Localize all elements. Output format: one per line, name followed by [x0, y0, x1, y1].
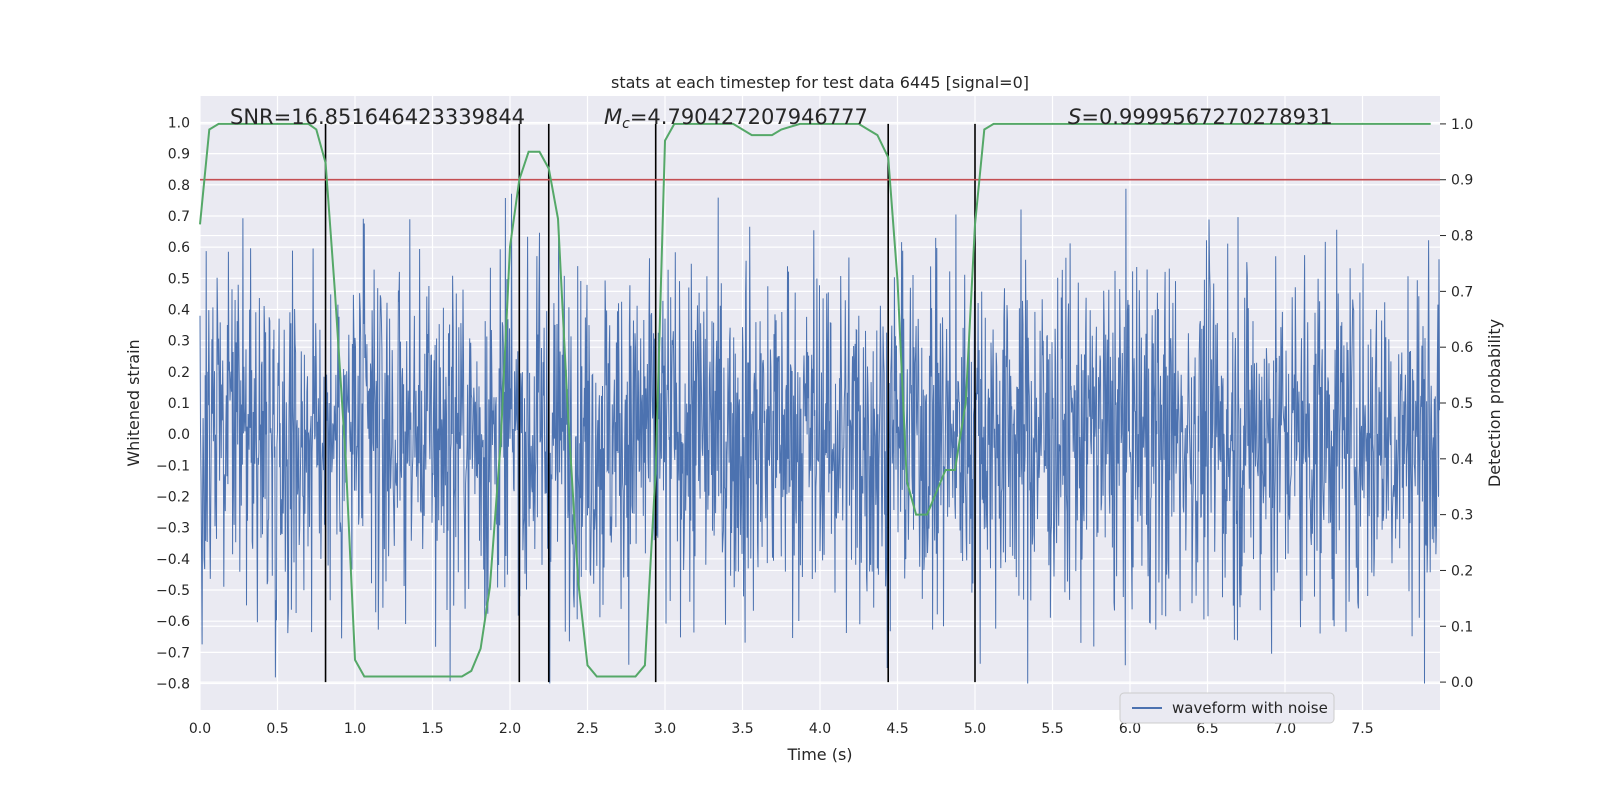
- x-tick-label: 7.0: [1274, 721, 1296, 737]
- chirp-mass-value: =4.790427207946777: [630, 105, 868, 129]
- y-tick-label-left: −0.4: [156, 552, 190, 568]
- y-tick-label-left: −0.6: [156, 614, 190, 630]
- waveform-line: [199, 188, 1440, 684]
- x-tick-label: 5.5: [1041, 721, 1063, 737]
- y-tick-label-right: 0.2: [1451, 563, 1473, 579]
- x-tick-label: 4.0: [809, 721, 831, 737]
- y-left-tick-labels: −0.8 −0.7 −0.6 −0.5 −0.4 −0.3 −0.2 −0.1 0.0 0.1 0.…: [156, 115, 190, 692]
- y-tick-label-left: 0.3: [168, 334, 190, 350]
- x-tick-label: 6.0: [1119, 721, 1141, 737]
- y-right-tick-labels: 0.0 0.1 0.2 0.3 0.4 0.5 0.6 0.7 0.8 0.9 1.0: [1440, 117, 1473, 691]
- chirp-mass-annotation: Mc=4.790427207946777: [604, 105, 868, 132]
- y-tick-label-right: 0.3: [1451, 508, 1473, 524]
- y-axis-label-right: Detection probability: [1485, 319, 1504, 487]
- x-tick-label: 3.0: [654, 721, 676, 737]
- y-tick-label-right: 0.8: [1451, 229, 1473, 245]
- y-tick-label-right: 1.0: [1451, 117, 1473, 133]
- x-tick-label: 1.5: [421, 721, 443, 737]
- x-tick-label: 4.5: [886, 721, 908, 737]
- chirp-mass-subscript: c: [622, 116, 630, 132]
- x-tick-label: 1.0: [344, 721, 366, 737]
- y-tick-label-right: 0.6: [1451, 340, 1473, 356]
- snr-annotation: SNR=16.851646423339844: [230, 105, 525, 129]
- y-tick-label-right: 0.9: [1451, 173, 1473, 189]
- y-tick-label-left: 0.6: [168, 240, 190, 256]
- probability-line: [199, 122, 1431, 678]
- x-tick-labels: 0.0 0.5 1.0 1.5 2.0 2.5 3.0 3.5 4.0 4.5 5.0 5.5 6.0 6…: [189, 721, 1374, 737]
- y-tick-label-left: 0.4: [168, 302, 190, 318]
- legend: waveform with noise: [1119, 692, 1335, 724]
- vertical-markers: [324, 123, 976, 683]
- y-tick-label-right: 0.4: [1451, 452, 1473, 468]
- y-tick-label-left: 0.2: [168, 365, 190, 381]
- y-tick-label-left: −0.1: [156, 458, 190, 474]
- s-value: =0.9999567270278931: [1081, 105, 1332, 129]
- x-tick-label: 7.5: [1351, 721, 1373, 737]
- y-tick-label-left: 0.7: [168, 209, 190, 225]
- y-tick-label-left: −0.8: [156, 677, 190, 693]
- legend-label: waveform with noise: [1172, 699, 1328, 717]
- y-tick-label-left: 0.8: [168, 178, 190, 194]
- legend-box: [1119, 692, 1335, 724]
- y-tick-label-right: 0.0: [1451, 675, 1473, 691]
- chirp-mass-symbol: M: [604, 105, 622, 129]
- x-tick-label: 0.0: [189, 721, 211, 737]
- y-tick-label-left: −0.5: [156, 583, 190, 599]
- x-tick-label: 0.5: [266, 721, 288, 737]
- y-tick-label-left: 0.0: [168, 427, 190, 443]
- y-tick-label-left: −0.7: [156, 645, 190, 661]
- chart-title: stats at each timestep for test data 644…: [611, 73, 1029, 92]
- y-tick-label-right: 0.5: [1451, 396, 1473, 412]
- s-symbol: S: [1068, 105, 1081, 129]
- x-tick-label: 6.5: [1196, 721, 1218, 737]
- y-tick-label-left: −0.2: [156, 490, 190, 506]
- probability-series: [199, 122, 1431, 678]
- y-tick-label-right: 0.7: [1451, 284, 1473, 300]
- y-tick-label-left: 0.5: [168, 271, 190, 287]
- y-axis-label-left: Whitened strain: [124, 339, 143, 466]
- y-tick-label-left: 0.9: [168, 147, 190, 163]
- s-annotation: S=0.9999567270278931: [1068, 105, 1333, 129]
- x-tick-label: 2.5: [576, 721, 598, 737]
- x-tick-label: 3.5: [731, 721, 753, 737]
- y-tick-label-left: 0.1: [168, 396, 190, 412]
- y-tick-label-left: −0.3: [156, 521, 190, 537]
- x-tick-label: 5.0: [964, 721, 986, 737]
- waveform-series: [199, 188, 1440, 684]
- y-tick-label-left: 1.0: [168, 115, 190, 131]
- y-tick-label-right: 0.1: [1451, 619, 1473, 635]
- x-tick-label: 2.0: [499, 721, 521, 737]
- x-axis-label: Time (s): [786, 745, 852, 764]
